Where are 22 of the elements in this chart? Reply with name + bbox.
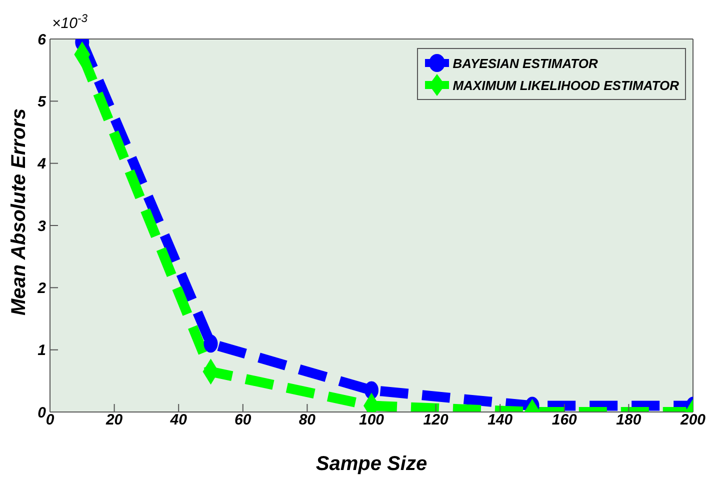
x-tick-label: 60 — [234, 412, 252, 429]
y-tick-label: 2 — [36, 280, 47, 297]
x-tick-label: 120 — [423, 412, 449, 429]
y-axis-title: Mean Absolute Errors — [8, 108, 30, 316]
x-tick-label: 20 — [104, 412, 124, 429]
x-axis-title: Sampe Size — [316, 453, 428, 475]
legend-label: MAXIMUM LIKELIHOOD ESTIMATOR — [452, 78, 679, 92]
y-tick-label: 1 — [38, 342, 46, 360]
x-tick-label: 80 — [298, 412, 316, 429]
x-tick-label: 100 — [358, 412, 385, 429]
x-tick-label: 40 — [169, 412, 188, 429]
x-tick-label: 200 — [679, 412, 706, 429]
x-tick-label: 180 — [616, 412, 642, 429]
y-tick-label: 4 — [36, 156, 47, 173]
x-tick-label: 160 — [552, 412, 578, 429]
y-tick-label: 5 — [38, 93, 47, 110]
x-tick-label: 140 — [488, 412, 514, 429]
text: ×10$^{-3}$ — [52, 13, 88, 32]
legend-label: BAYESIAN ESTIMATOR — [452, 56, 598, 70]
y-tick-label: 3 — [38, 218, 47, 235]
y-tick-label: 6 — [38, 31, 47, 48]
point — [204, 334, 218, 353]
